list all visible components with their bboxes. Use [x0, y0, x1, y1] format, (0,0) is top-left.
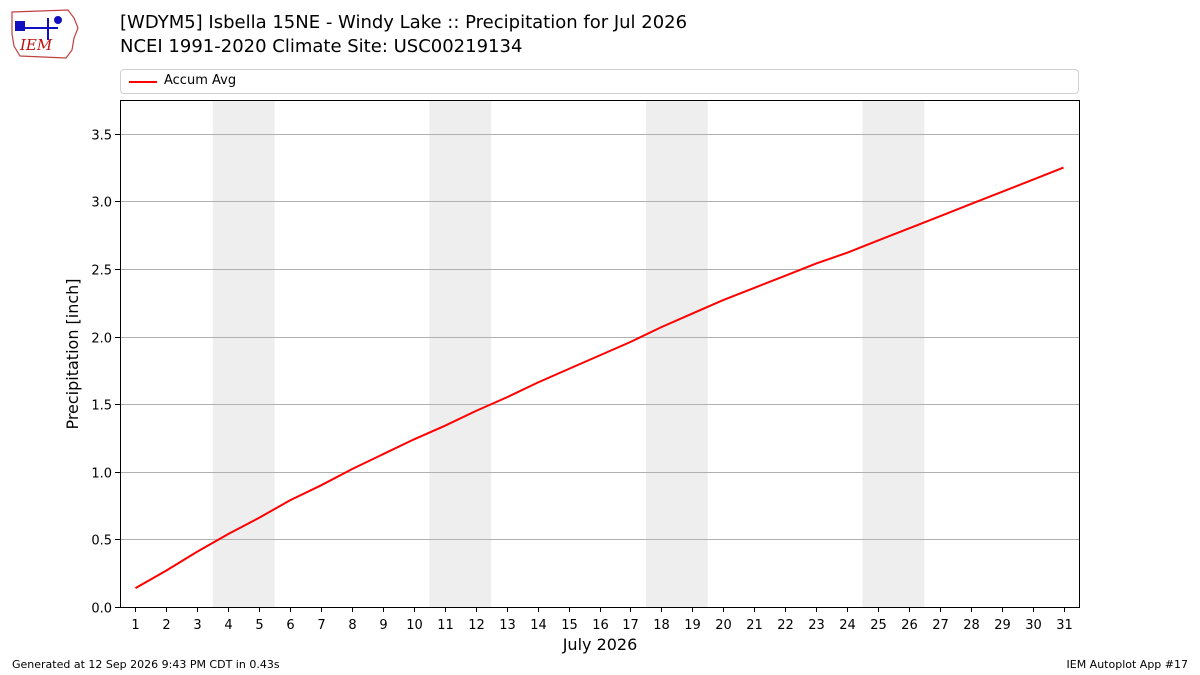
x-tick-label: 14 [530, 618, 547, 633]
x-tick-label: 29 [994, 618, 1011, 633]
x-tick-label: 25 [870, 618, 887, 633]
weekend-band [429, 100, 492, 607]
chart-title: [WDYM5] Isbella 15NE - Windy Lake :: Pre… [120, 12, 688, 33]
x-tick-label: 31 [1056, 618, 1073, 633]
weekend-band [212, 100, 275, 607]
weather-instrument-icon [15, 16, 62, 40]
x-tick-label: 18 [653, 618, 670, 633]
x-tick-label: 22 [777, 618, 794, 633]
x-tick-label: 2 [162, 618, 170, 633]
x-tick-label: 27 [932, 618, 949, 633]
x-tick-label: 12 [468, 618, 485, 633]
chart-subtitle: NCEI 1991-2020 Climate Site: USC00219134 [120, 36, 523, 57]
footer-app: IEM Autoplot App #17 [1066, 658, 1189, 671]
x-tick-label: 7 [317, 618, 325, 633]
x-tick-label: 15 [561, 618, 578, 633]
weekend-band [645, 100, 708, 607]
y-tick-label: 3.0 [91, 196, 112, 211]
x-tick-label: 26 [901, 618, 918, 633]
iem-logo: IEM [11, 9, 79, 59]
y-tick-label: 1.5 [91, 399, 112, 414]
y-tick-label: 0.5 [91, 534, 112, 549]
x-tick-label: 13 [499, 618, 516, 633]
legend-swatch-accum-avg [129, 81, 157, 83]
x-tick-label: 20 [715, 618, 732, 633]
x-tick-label: 16 [592, 618, 609, 633]
x-tick-label: 24 [839, 618, 856, 633]
x-tick-label: 30 [1025, 618, 1042, 633]
logo-text: IEM [19, 36, 53, 54]
x-tick-label: 23 [808, 618, 825, 633]
series-line-accum-avg [135, 166, 1064, 589]
x-tick-label: 8 [348, 618, 356, 633]
y-tick-label: 2.0 [91, 332, 112, 347]
footer-generated: Generated at 12 Sep 2026 9:43 PM CDT in … [12, 658, 280, 671]
legend: Accum Avg [120, 69, 1079, 94]
x-tick-label: 1 [131, 618, 139, 633]
x-tick-label: 5 [255, 618, 263, 633]
legend-label-accum-avg: Accum Avg [164, 73, 237, 88]
y-tick-label: 3.5 [91, 129, 112, 144]
x-tick-label: 28 [963, 618, 980, 633]
x-tick-label: 4 [224, 618, 232, 633]
y-tick-label: 0.0 [91, 602, 112, 617]
x-tick-label: 11 [437, 618, 454, 633]
y-tick-label: 1.0 [91, 467, 112, 482]
x-tick-label: 19 [684, 618, 701, 633]
x-tick-label: 6 [286, 618, 294, 633]
x-tick-label: 9 [379, 618, 387, 633]
x-tick-label: 17 [622, 618, 639, 633]
x-tick-label: 10 [406, 618, 423, 633]
y-tick-label: 2.5 [91, 264, 112, 279]
y-axis-label: Precipitation [inch] [63, 278, 82, 429]
x-axis-label: July 2026 [562, 635, 638, 654]
weekend-band [862, 100, 925, 607]
x-tick-label: 21 [746, 618, 763, 633]
iowa-outline-icon [11, 9, 79, 59]
x-tick-label: 3 [193, 618, 201, 633]
